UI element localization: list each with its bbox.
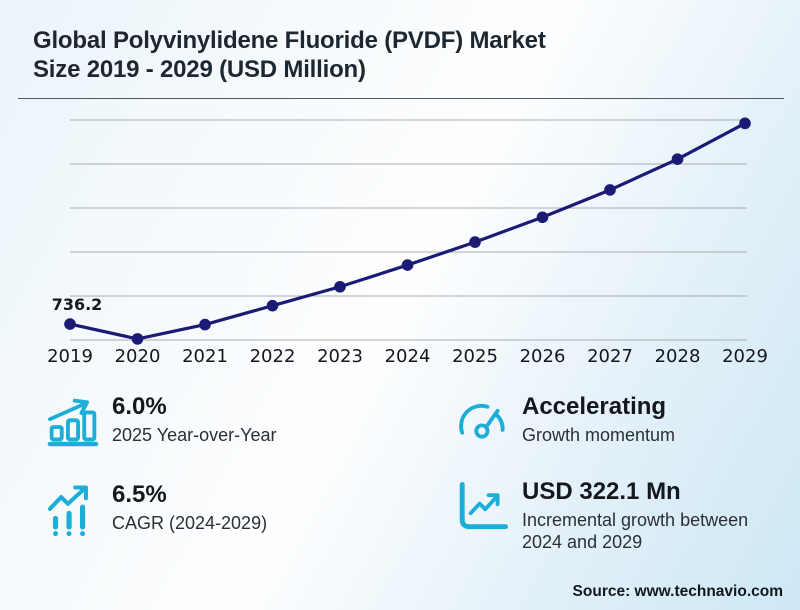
x-tick-label: 2029 <box>722 346 768 367</box>
chart-point <box>671 153 684 165</box>
chart-point <box>334 280 346 293</box>
chart-point <box>604 184 616 196</box>
x-tick-label: 2024 <box>385 346 431 367</box>
speedometer-icon <box>456 395 510 449</box>
title-divider <box>18 98 784 99</box>
x-tick-label: 2019 <box>47 346 93 367</box>
x-tick-label: 2027 <box>587 346 633 367</box>
chart-point <box>266 299 279 312</box>
chart-point <box>469 236 481 248</box>
stat-value: Accelerating <box>522 393 667 420</box>
stat-incremental-growth: USD 322.1 Mn Incremental growth between … <box>456 478 757 554</box>
data-point-label: 736.2 <box>52 295 103 314</box>
chart-point <box>739 117 751 130</box>
stat-value: USD 322.1 Mn <box>522 478 681 505</box>
trending-bars-icon <box>46 483 100 537</box>
page-title-line-2: Size 2019 - 2029 (USD Million) <box>33 56 366 83</box>
x-tick-label: 2025 <box>452 346 498 367</box>
page-title-line-1: Global Polyvinylidene Fluoride (PVDF) Ma… <box>33 27 546 54</box>
chart-line <box>69 121 746 341</box>
stat-value: 6.0% <box>112 393 167 420</box>
x-tick-label: 2021 <box>182 346 228 367</box>
x-tick-label: 2022 <box>250 346 296 367</box>
chart-point <box>199 318 211 331</box>
chart-point <box>64 318 76 330</box>
framed-growth-chart-icon <box>456 480 510 534</box>
x-tick-label: 2028 <box>655 346 701 367</box>
stat-label: Growth momentum <box>522 424 676 445</box>
stat-value: 6.5% <box>112 481 167 508</box>
x-tick-label: 2026 <box>520 346 566 367</box>
stat-label: 2025 Year-over-Year <box>112 424 277 445</box>
stat-growth-momentum: Accelerating Growth momentum <box>456 393 676 449</box>
stat-label: Incremental growth between 2024 and 2029 <box>522 509 749 552</box>
chart-point <box>536 211 549 224</box>
x-tick-label: 2023 <box>317 346 363 367</box>
market-size-line-chart: 2019 2020 2021 2022 2023 2024 2025 2026 2027 2028… <box>47 117 768 367</box>
source-attribution: Source: www.technavio.com <box>572 583 783 600</box>
bar-chart-growth-icon <box>46 395 100 449</box>
page-title: Global Polyvinylidene Fluoride (PVDF) Ma… <box>33 26 546 84</box>
stat-2025-yoy: 6.0% 2025 Year-over-Year <box>46 393 277 449</box>
x-tick-label: 2020 <box>115 346 161 367</box>
chart-point <box>131 333 144 345</box>
chart-point <box>401 259 414 271</box>
stat-cagr: 6.5% CAGR (2024-2029) <box>46 481 268 537</box>
stat-label: CAGR (2024-2029) <box>112 512 268 533</box>
